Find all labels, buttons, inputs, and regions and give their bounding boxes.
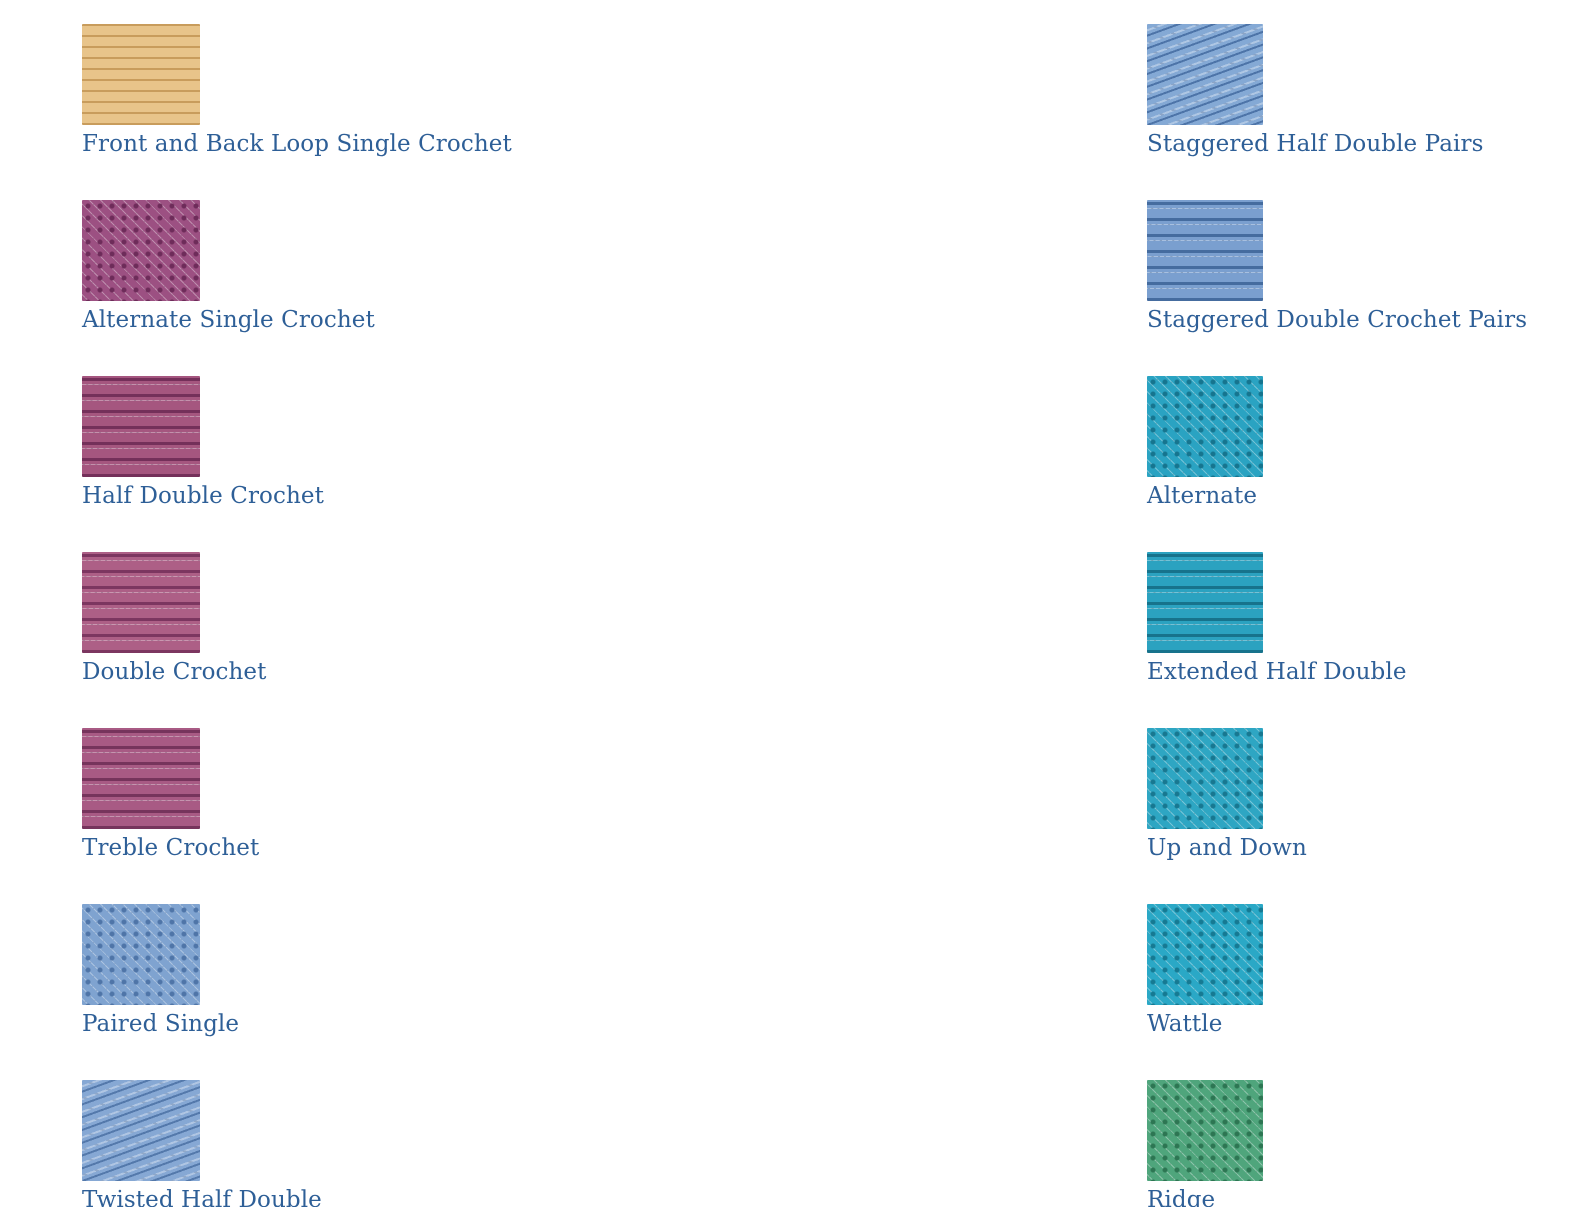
stitch-link-label[interactable]: Wattle [1147,1011,1223,1037]
stitch-swatch-image[interactable] [82,200,200,301]
stitch-link-label[interactable]: Double Crochet [82,659,267,685]
stitch-link-label[interactable]: Alternate [1147,483,1258,509]
stitch-swatch-image[interactable] [1147,200,1263,301]
stitch-link-label[interactable]: Half Double Crochet [82,483,324,509]
stitch-link-label[interactable]: Paired Single [82,1011,240,1037]
stitch-link-label[interactable]: Treble Crochet [82,835,260,861]
stitch-swatch-image[interactable] [82,552,200,653]
stitch-link[interactable]: Alternate Single Crochet [82,200,512,376]
stitch-link-label[interactable]: Staggered Double Crochet Pairs [1147,307,1528,333]
stitch-link-label[interactable]: Alternate Single Crochet [82,307,375,333]
stitch-link[interactable]: Twisted Half Double [82,1080,512,1207]
stitch-link-label[interactable]: Staggered Half Double Pairs [1147,131,1484,157]
stitch-swatch-image[interactable] [82,376,200,477]
stitch-swatch-image[interactable] [1147,904,1263,1005]
stitch-column-right: Staggered Half Double Pairs Staggered Do… [1147,24,1527,1207]
stitch-link[interactable]: Ridge [1147,1080,1527,1207]
stitch-swatch-image[interactable] [82,904,200,1005]
stitch-swatch-image[interactable] [82,728,200,829]
stitch-link[interactable]: Treble Crochet [82,728,512,904]
stitch-link[interactable]: Staggered Double Crochet Pairs [1147,200,1527,376]
stitch-column-left: Front and Back Loop Single Crochet Alter… [82,24,512,1207]
stitch-link[interactable]: Extended Half Double [1147,552,1527,728]
stitch-link[interactable]: Front and Back Loop Single Crochet [82,24,512,200]
stitch-link[interactable]: Up and Down [1147,728,1527,904]
stitch-link[interactable]: Double Crochet [82,552,512,728]
stitch-link-label[interactable]: Up and Down [1147,835,1307,861]
stitch-link[interactable]: Alternate [1147,376,1527,552]
stitch-swatch-image[interactable] [1147,24,1263,125]
stitch-swatch-image[interactable] [82,24,200,125]
stitch-swatch-image[interactable] [1147,552,1263,653]
stitch-swatch-image[interactable] [82,1080,200,1181]
stitch-link-label[interactable]: Twisted Half Double [82,1187,322,1207]
stitch-link-label[interactable]: Ridge [1147,1187,1216,1207]
stitch-swatch-image[interactable] [1147,1080,1263,1181]
stitch-swatch-image[interactable] [1147,376,1263,477]
stitch-link-label[interactable]: Front and Back Loop Single Crochet [82,131,512,157]
stitch-link[interactable]: Wattle [1147,904,1527,1080]
stitch-link[interactable]: Paired Single [82,904,512,1080]
stitch-link[interactable]: Staggered Half Double Pairs [1147,24,1527,200]
stitch-link[interactable]: Half Double Crochet [82,376,512,552]
stitch-link-label[interactable]: Extended Half Double [1147,659,1407,685]
stitch-swatch-image[interactable] [1147,728,1263,829]
